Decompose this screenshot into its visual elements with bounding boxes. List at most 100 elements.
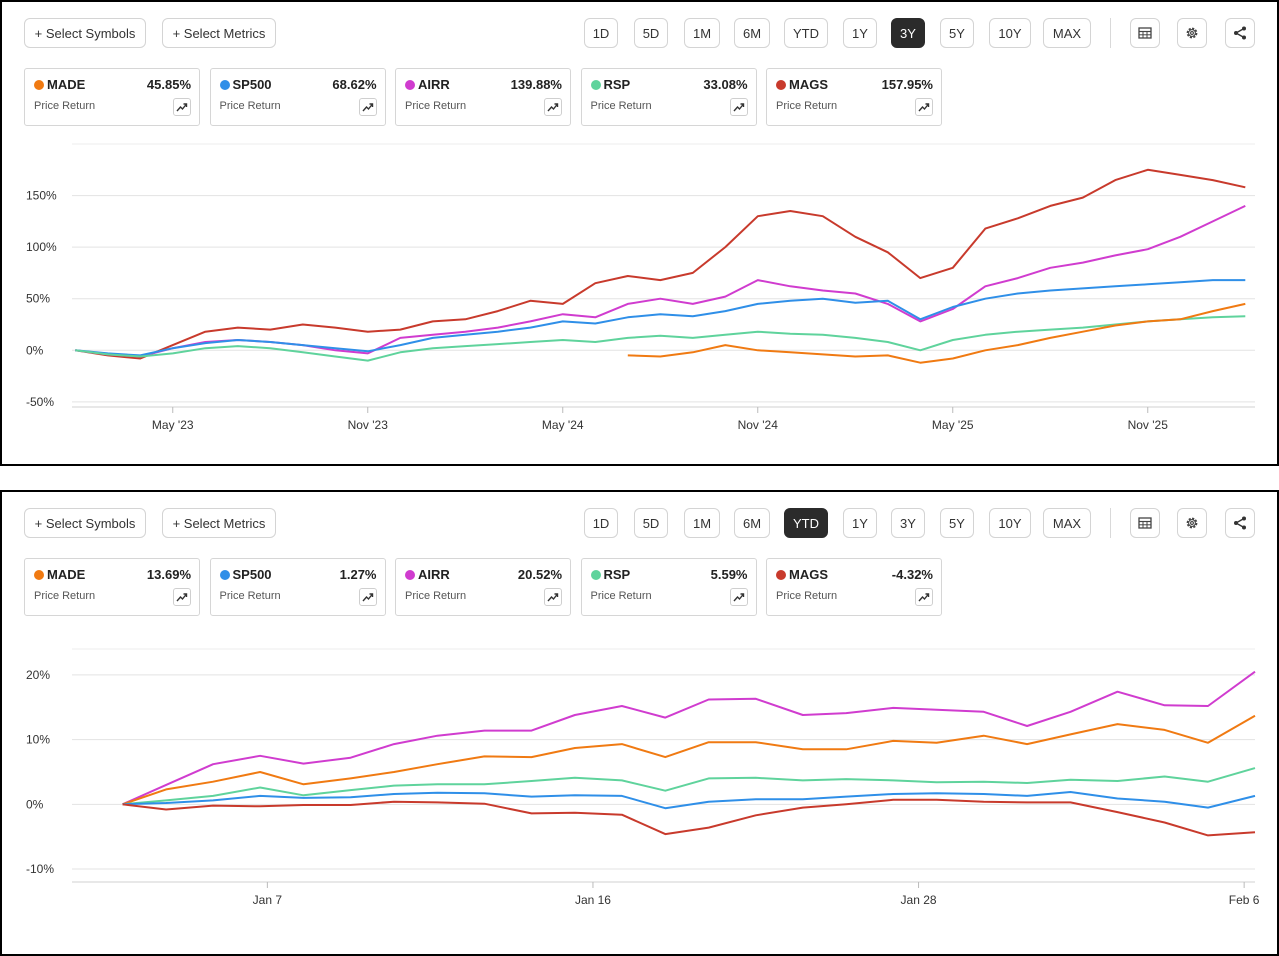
symbol-card-airr[interactable]: AIRR 20.52% Price Return — [395, 558, 571, 616]
card-symbol: AIRR — [418, 567, 450, 582]
range-button-5y[interactable]: 5Y — [940, 508, 974, 538]
line-chart: 20% 10% 0% -10% Jan 7 Jan 16 Jan 28 Feb 6 — [2, 624, 1277, 929]
card-return-value: 68.62% — [332, 77, 377, 92]
range-button-5y[interactable]: 5Y — [940, 18, 974, 48]
series-line-rsp — [75, 315, 1246, 362]
trend-icon[interactable] — [729, 98, 748, 116]
trend-icon[interactable] — [544, 98, 562, 116]
gear-button[interactable] — [1177, 508, 1207, 538]
x-tick-label: Jan 16 — [575, 893, 611, 907]
card-symbol: SP500 — [232, 567, 272, 582]
share-button[interactable] — [1225, 508, 1255, 538]
range-button-3y[interactable]: 3Y — [891, 508, 925, 538]
card-return-value: 13.69% — [146, 567, 191, 582]
range-button-ytd[interactable]: YTD — [784, 18, 828, 48]
range-button-max[interactable]: MAX — [1043, 18, 1091, 48]
card-symbol: MAGS — [789, 77, 828, 92]
symbol-card-made[interactable]: MADE 13.69% Price Return — [24, 558, 200, 616]
trend-icon[interactable] — [915, 588, 933, 606]
symbol-card-sp500[interactable]: SP500 1.27% Price Return — [209, 558, 386, 616]
share-icon — [1232, 25, 1248, 41]
card-return-value: 20.52% — [517, 567, 562, 582]
line-chart: 150% 100% 50% 0% -50% May '23 Nov '23 May '24 No… — [2, 134, 1277, 439]
table-button[interactable] — [1130, 18, 1160, 48]
trend-icon[interactable] — [173, 588, 191, 606]
card-metric-label: Price Return — [219, 590, 281, 602]
symbol-card-airr[interactable]: AIRR 139.88% Price Return — [395, 68, 571, 126]
card-symbol: MAGS — [789, 567, 828, 582]
range-button-3y[interactable]: 3Y — [891, 18, 925, 48]
table-button[interactable] — [1130, 508, 1160, 538]
series-line-made — [122, 714, 1256, 806]
symbol-card-rsp[interactable]: RSP 5.59% Price Return — [580, 558, 757, 616]
x-tick-label: May '24 — [542, 418, 584, 432]
x-tick-label: Nov '25 — [1128, 418, 1169, 432]
x-tick-label: Feb 6 — [1229, 893, 1260, 907]
card-return-value: 33.08% — [703, 77, 748, 92]
trend-icon[interactable] — [173, 98, 191, 116]
series-line-mags — [75, 168, 1246, 360]
series-color-dot — [405, 80, 415, 90]
y-tick-label: 50% — [26, 292, 50, 306]
y-tick-label: 0% — [26, 343, 44, 357]
card-metric-label: Price Return — [34, 590, 96, 602]
symbol-card-made[interactable]: MADE 45.85% Price Return — [24, 68, 200, 126]
select-metrics-button[interactable]: + Select Metrics — [162, 508, 276, 538]
range-button-10y[interactable]: 10Y — [989, 18, 1031, 48]
y-tick-label: 100% — [26, 240, 57, 254]
gear-icon — [1184, 515, 1200, 531]
series-line-rsp — [122, 767, 1256, 806]
share-button[interactable] — [1225, 18, 1255, 48]
x-tick-label: May '23 — [152, 418, 194, 432]
trend-icon[interactable] — [358, 98, 377, 116]
range-button-6m[interactable]: 6M — [734, 508, 770, 538]
series-color-dot — [590, 80, 601, 90]
symbol-card-mags[interactable]: MAGS 157.95% Price Return — [766, 68, 942, 126]
trend-icon[interactable] — [915, 98, 933, 116]
range-button-1m[interactable]: 1M — [684, 508, 720, 538]
trend-icon[interactable] — [544, 588, 562, 606]
range-button-ytd[interactable]: YTD — [784, 508, 828, 538]
table-icon — [1137, 515, 1153, 531]
chart-svg: 20% 10% 0% -10% Jan 7 Jan 16 Jan 28 Feb 6 — [26, 648, 1260, 907]
y-tick-label: 10% — [26, 733, 50, 747]
range-button-1d[interactable]: 1D — [584, 18, 618, 48]
trend-icon[interactable] — [729, 588, 748, 606]
range-button-1y[interactable]: 1Y — [843, 508, 877, 538]
select-metrics-button[interactable]: + Select Metrics — [162, 18, 276, 48]
range-button-max[interactable]: MAX — [1043, 508, 1091, 538]
symbol-card-rsp[interactable]: RSP 33.08% Price Return — [580, 68, 757, 126]
card-return-value: 45.85% — [146, 77, 191, 92]
gear-button[interactable] — [1177, 18, 1207, 48]
symbol-card-sp500[interactable]: SP500 68.62% Price Return — [209, 68, 386, 126]
card-symbol: RSP — [603, 567, 631, 582]
toolbar-divider — [1110, 18, 1111, 48]
gear-icon — [1184, 25, 1200, 41]
range-button-1y[interactable]: 1Y — [843, 18, 877, 48]
series-line-made — [627, 302, 1246, 364]
card-metric-label: Price Return — [776, 590, 838, 602]
range-button-5d[interactable]: 5D — [634, 508, 668, 538]
series-line-mags — [122, 798, 1256, 837]
series-line-airr — [122, 670, 1256, 806]
card-metric-label: Price Return — [590, 590, 652, 602]
symbol-card-mags[interactable]: MAGS -4.32% Price Return — [766, 558, 942, 616]
range-button-1m[interactable]: 1M — [684, 18, 720, 48]
trend-icon[interactable] — [358, 588, 377, 606]
card-return-value: 157.95% — [881, 77, 933, 92]
series-color-dot — [405, 570, 415, 580]
select-symbols-button[interactable]: + Select Symbols — [24, 18, 146, 48]
series-color-dot — [219, 570, 230, 580]
range-button-5d[interactable]: 5D — [634, 18, 668, 48]
card-return-value: 1.27% — [339, 567, 377, 582]
range-button-6m[interactable]: 6M — [734, 18, 770, 48]
card-metric-label: Price Return — [590, 100, 652, 112]
x-tick-label: May '25 — [932, 418, 974, 432]
card-metric-label: Price Return — [219, 100, 281, 112]
range-button-1d[interactable]: 1D — [584, 508, 618, 538]
card-metric-label: Price Return — [405, 590, 467, 602]
card-metric-label: Price Return — [776, 100, 838, 112]
select-symbols-button[interactable]: + Select Symbols — [24, 508, 146, 538]
card-symbol: AIRR — [418, 77, 450, 92]
range-button-10y[interactable]: 10Y — [989, 508, 1031, 538]
